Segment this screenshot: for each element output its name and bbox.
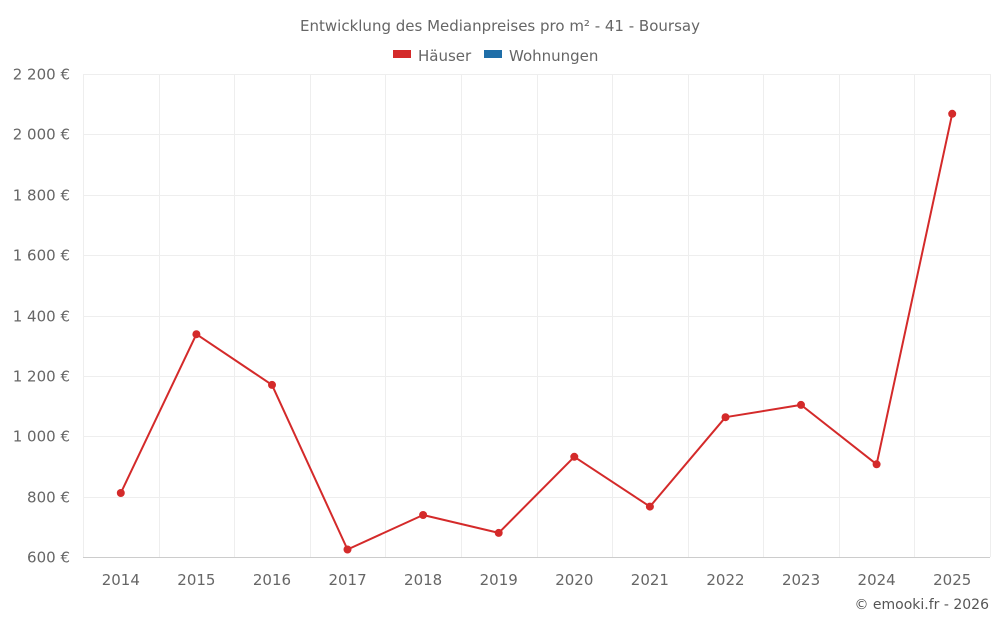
credit-text: © emooki.fr - 2026 (854, 597, 989, 613)
series-haeuser (116, 109, 957, 554)
x-tick-label: 2018 (404, 571, 442, 589)
data-point[interactable] (948, 109, 957, 118)
x-tick-label: 2025 (933, 571, 971, 589)
data-point[interactable] (343, 545, 352, 554)
y-tick-label: 1 400 € (13, 308, 70, 326)
legend-label-haeuser: Häuser (418, 47, 472, 65)
chart-title: Entwicklung des Medianpreises pro m² - 4… (300, 17, 700, 35)
x-tick-label: 2022 (706, 571, 744, 589)
legend-swatch-haeuser (393, 50, 411, 58)
data-point[interactable] (721, 413, 730, 422)
y-tick-label: 2 000 € (13, 126, 70, 144)
y-gridlines (83, 74, 990, 558)
data-point[interactable] (192, 330, 201, 339)
legend-item-wohnungen[interactable]: Wohnungen (484, 47, 598, 65)
x-tick-label: 2016 (253, 571, 291, 589)
y-tick-label: 1 000 € (13, 428, 70, 446)
data-point[interactable] (570, 452, 579, 461)
x-tick-label: 2023 (782, 571, 820, 589)
data-point[interactable] (116, 489, 125, 497)
data-point[interactable] (645, 502, 654, 511)
legend: Häuser Wohnungen (393, 47, 598, 65)
y-axis-labels: 600 € 800 € 1 000 € 1 200 € 1 400 € 1 600 € 1 … (13, 66, 70, 567)
legend-swatch-wohnungen (484, 50, 502, 58)
x-tick-label: 2019 (480, 571, 518, 589)
data-point[interactable] (494, 528, 503, 537)
x-tick-label: 2020 (555, 571, 593, 589)
data-point[interactable] (797, 400, 805, 409)
legend-item-haeuser[interactable]: Häuser (393, 47, 472, 65)
x-tick-label: 2014 (102, 571, 140, 589)
x-tick-label: 2015 (177, 571, 215, 589)
x-tick-label: 2024 (858, 571, 896, 589)
x-axis-labels: 2014 2015 2016 2017 2018 2019 2020 2021 2022 2023… (102, 571, 972, 589)
y-tick-label: 2 200 € (13, 66, 70, 84)
x-gridlines (83, 74, 991, 557)
x-tick-label: 2017 (328, 571, 366, 589)
y-tick-label: 1 200 € (13, 368, 70, 386)
x-tick-label: 2021 (631, 571, 669, 589)
series-line-haeuser (119, 113, 954, 551)
y-tick-label: 1 800 € (13, 187, 70, 205)
legend-label-wohnungen: Wohnungen (509, 47, 598, 65)
data-point[interactable] (872, 460, 881, 469)
y-tick-label: 600 € (27, 549, 70, 567)
y-tick-label: 1 600 € (13, 247, 70, 265)
y-tick-label: 800 € (27, 489, 70, 507)
data-point[interactable] (419, 511, 428, 519)
data-point[interactable] (268, 380, 276, 389)
